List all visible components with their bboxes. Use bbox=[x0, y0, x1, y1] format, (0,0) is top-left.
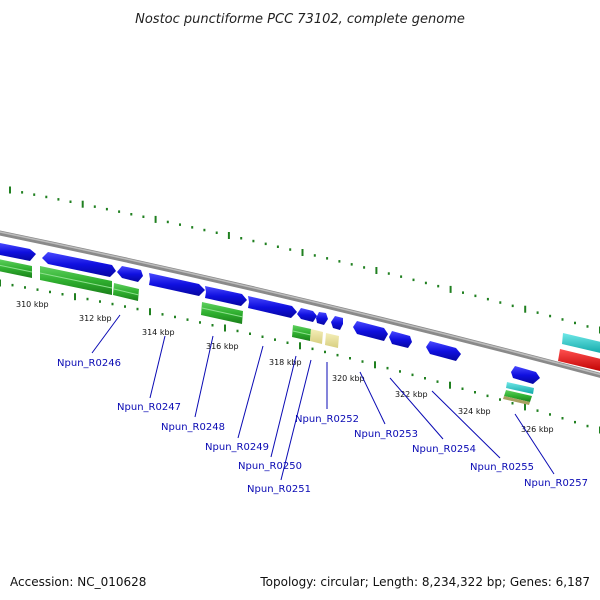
green-feature-stripe bbox=[0, 264, 33, 273]
green-feature bbox=[504, 390, 532, 402]
scale-label: 320 kbp bbox=[332, 374, 365, 383]
gene-label: Npun_R0250 bbox=[238, 461, 302, 472]
outer-tick-ring bbox=[9, 186, 600, 334]
scale-label: 316 kbp bbox=[206, 342, 239, 351]
cds-arrow bbox=[511, 366, 540, 384]
cds-arrow bbox=[0, 243, 36, 261]
leader-line bbox=[91, 314, 121, 354]
scale-label: 324 kbp bbox=[458, 407, 491, 416]
gene-label: Npun_R0254 bbox=[412, 444, 476, 455]
khaki-feature bbox=[325, 333, 339, 348]
scale-label: 326 kbp bbox=[521, 425, 554, 434]
leader-line bbox=[389, 377, 444, 440]
scale-label: 322 kbp bbox=[395, 390, 428, 399]
khaki-feature bbox=[503, 396, 530, 405]
cds-arrow bbox=[149, 273, 205, 296]
scale-label: 310 kbp bbox=[16, 300, 49, 309]
red-feature bbox=[558, 349, 600, 372]
cds-arrow bbox=[389, 331, 412, 348]
green-feature-stripe bbox=[201, 307, 244, 318]
gene-label: Npun_R0246 bbox=[57, 358, 121, 369]
gene-label: Npun_R0253 bbox=[354, 429, 418, 440]
gene-label: Npun_R0249 bbox=[205, 442, 269, 453]
leader-line bbox=[514, 413, 555, 475]
leader-line bbox=[194, 335, 214, 418]
cds-arrow bbox=[117, 266, 143, 282]
genome-backbone-highlight bbox=[0, 231, 600, 376]
cds-arrow bbox=[42, 252, 116, 277]
gene-label: Npun_R0251 bbox=[247, 484, 311, 495]
scale-labels: 310 kbp 312 kbp 314 kbp 316 kbp 318 kbp … bbox=[16, 300, 554, 434]
label-leader-lines bbox=[91, 314, 555, 481]
cyan-feature bbox=[562, 333, 600, 353]
feature-track bbox=[0, 243, 600, 405]
leader-line bbox=[359, 371, 386, 425]
scale-label: 312 kbp bbox=[79, 314, 112, 323]
cds-arrow bbox=[426, 341, 461, 361]
green-feature-stripe bbox=[113, 288, 140, 296]
leader-line bbox=[270, 355, 297, 458]
map-title: Nostoc punctiforme PCC 73102, complete g… bbox=[135, 12, 465, 27]
green-feature bbox=[201, 302, 243, 324]
cds-arrow bbox=[205, 286, 247, 306]
leader-line bbox=[237, 345, 264, 439]
accession-text: Accession: NC_010628 bbox=[10, 575, 146, 589]
genome-summary-text: Topology: circular; Length: 8,234,322 bp… bbox=[259, 575, 590, 589]
cds-arrow bbox=[248, 296, 297, 318]
green-feature-stripe bbox=[292, 330, 312, 336]
cyan-feature bbox=[506, 382, 534, 394]
gene-label: Npun_R0248 bbox=[161, 422, 225, 433]
gene-label: Npun_R0257 bbox=[524, 478, 588, 489]
cds-arrow bbox=[316, 312, 328, 325]
khaki-feature bbox=[310, 329, 323, 344]
gene-label: Npun_R0252 bbox=[295, 414, 359, 425]
leader-line bbox=[280, 359, 312, 481]
scale-label: 318 kbp bbox=[269, 358, 302, 367]
leader-line bbox=[431, 390, 501, 459]
cds-arrow bbox=[331, 316, 343, 330]
green-feature-stripe bbox=[39, 272, 113, 289]
leader-line bbox=[149, 335, 166, 399]
gene-label: Npun_R0255 bbox=[470, 462, 534, 473]
cds-arrow bbox=[297, 308, 317, 322]
gene-labels: Npun_R0246 Npun_R0247 Npun_R0248 Npun_R0… bbox=[57, 358, 588, 495]
genome-backbone bbox=[0, 230, 600, 378]
inner-tick-ring bbox=[0, 279, 600, 434]
gene-label: Npun_R0247 bbox=[117, 402, 181, 413]
scale-label: 314 kbp bbox=[142, 328, 175, 337]
cds-arrow bbox=[353, 321, 388, 341]
